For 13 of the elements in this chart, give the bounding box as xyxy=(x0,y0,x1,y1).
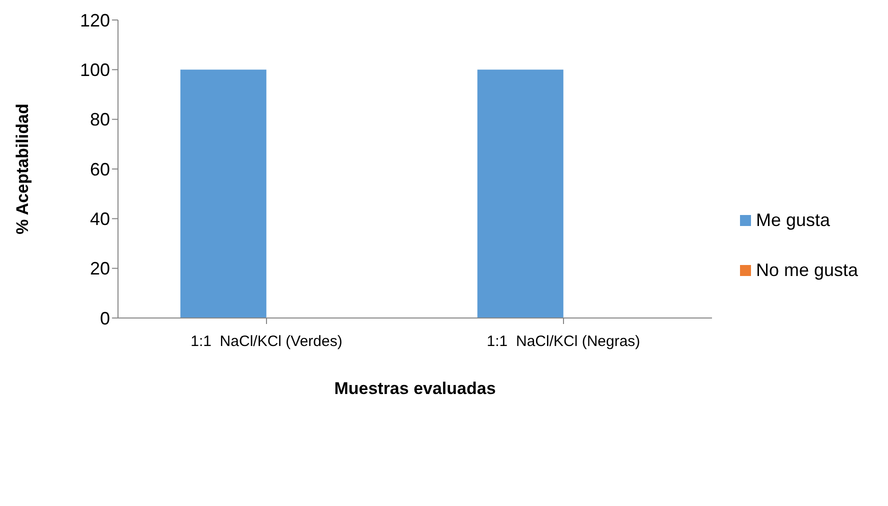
y-tick-label: 20 xyxy=(90,258,110,279)
x-tick-label: 1:1 NaCl/KCl (Verdes) xyxy=(190,333,342,350)
y-tick-label: 60 xyxy=(90,159,110,180)
y-tick-label: 80 xyxy=(90,110,110,130)
y-tick-label: 100 xyxy=(80,60,110,80)
y-axis-title: % Aceptabilidad xyxy=(13,104,32,234)
x-tick-label: 1:1 NaCl/KCl (Negras) xyxy=(486,333,640,350)
legend-label: No me gusta xyxy=(756,260,858,281)
y-tick-label: 0 xyxy=(100,308,110,328)
x-axis-title: Muestras evaluadas xyxy=(334,379,496,398)
legend-label: Me gusta xyxy=(756,210,830,231)
y-tick-label: 40 xyxy=(90,209,110,230)
y-tick-label: 120 xyxy=(80,10,110,30)
